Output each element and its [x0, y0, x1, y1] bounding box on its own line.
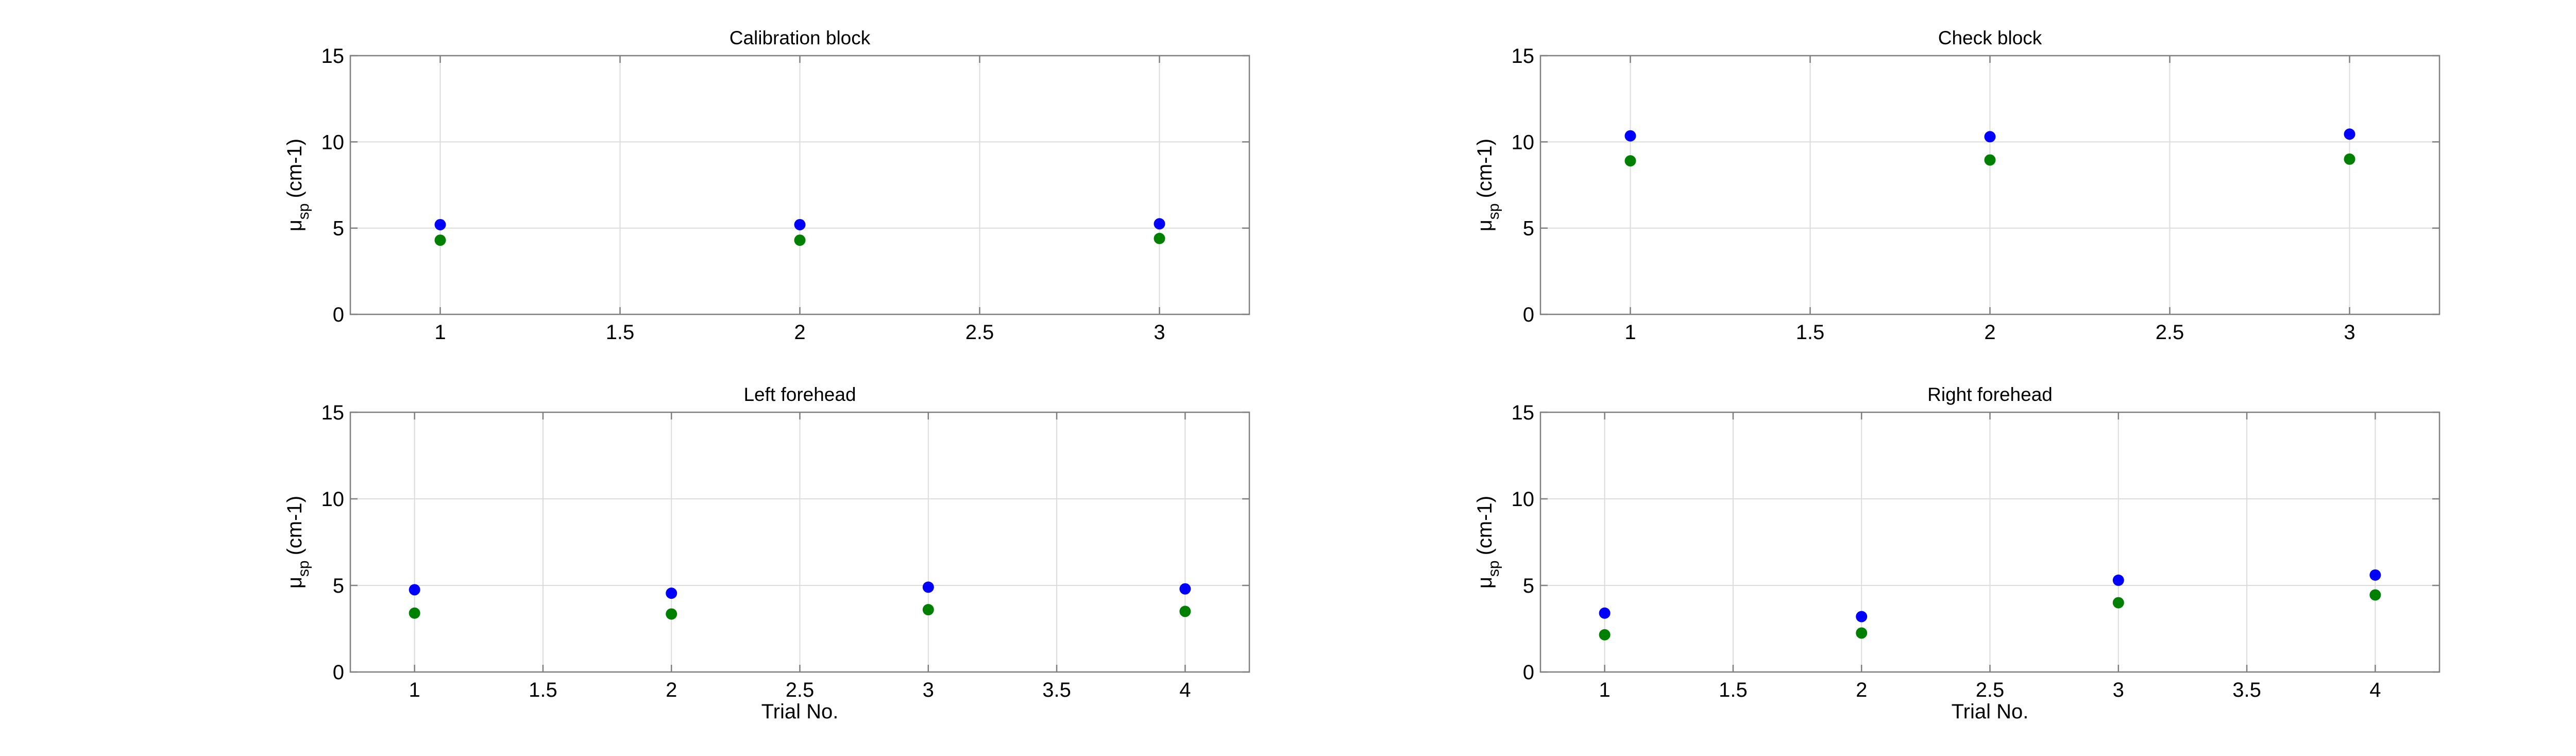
data-point-series-2 [2369, 589, 2381, 601]
x-tick-label: 3 [2344, 321, 2355, 344]
y-tick-label: 10 [321, 488, 345, 511]
y-tick-label: 5 [333, 217, 344, 240]
x-tick-label: 2.5 [965, 321, 994, 344]
data-point-series-2 [1624, 155, 1636, 167]
subplot-3: 1 1.5 2 2.5 3 3.5 4 0 5 10 15 Left forehead μsp (cm-1… [283, 384, 1250, 723]
y-tick-label: 15 [1512, 45, 1535, 68]
y-tick-label: 10 [1512, 131, 1535, 154]
subplot-2: 1 1.5 2 2.5 3 0 5 10 15 Check block μsp (cm-1) [1473, 27, 2441, 344]
x-tick-label: 2 [1984, 321, 1995, 344]
y-tick-label: 15 [321, 401, 345, 424]
x-tick-label: 3 [1154, 321, 1165, 344]
chart-title: Left forehead [743, 384, 856, 405]
x-tick-label: 2.5 [786, 679, 815, 701]
data-point-series-1 [409, 584, 420, 596]
y-axis-label-unit: (cm-1) [1473, 139, 1496, 198]
chart-title: Calibration block [730, 27, 871, 48]
data-point-series-2 [1154, 232, 1165, 244]
data-point-series-1 [1624, 130, 1636, 142]
data-point-series-2 [2112, 597, 2124, 609]
chart-title: Right forehead [1927, 384, 2053, 405]
x-tick-label: 4 [1179, 679, 1191, 701]
x-tick-label: 1 [1599, 679, 1611, 701]
y-axis-label-unit: (cm-1) [283, 496, 306, 556]
x-tick-label: 2 [794, 321, 805, 344]
subplot-1: 1 1.5 2 2.5 3 0 5 10 15 Calibration block μsp (cm-1… [283, 27, 1250, 344]
x-tick-label: 4 [2369, 679, 2381, 701]
data-point-series-2 [794, 234, 806, 246]
y-axis-label-subscript: sp [295, 560, 312, 577]
y-axis-label-unit: (cm-1) [1473, 496, 1496, 556]
x-tick-label: 1.5 [606, 321, 635, 344]
y-tick-label: 0 [1523, 304, 1534, 326]
x-tick-label: 1.5 [1719, 679, 1748, 701]
y-tick-label: 15 [321, 45, 345, 68]
y-axis-label-subscript: sp [295, 203, 312, 220]
y-tick-label: 15 [1512, 401, 1535, 424]
x-tick-label: 2.5 [2156, 321, 2184, 344]
y-axis-label: μsp (cm-1) [283, 496, 312, 589]
data-point-series-2 [1984, 154, 1996, 166]
y-tick-label: 5 [333, 575, 344, 597]
data-point-series-2 [409, 607, 420, 619]
y-tick-label: 0 [333, 304, 344, 326]
data-point-series-1 [1179, 583, 1191, 595]
y-axis-label-subscript: sp [1485, 560, 1502, 577]
y-axis-label-subscript: sp [1485, 203, 1502, 220]
subplot-4: 1 1.5 2 2.5 3 3.5 4 0 5 10 15 Right forehead μsp (cm-… [1473, 384, 2441, 723]
data-point-series-2 [1599, 629, 1611, 641]
x-tick-label: 1.5 [1796, 321, 1825, 344]
x-tick-label: 1.5 [529, 679, 557, 701]
data-point-series-2 [922, 604, 934, 616]
data-point-series-2 [2344, 153, 2355, 165]
y-axis-label-symbol: μ [283, 220, 306, 231]
data-point-series-1 [666, 587, 677, 599]
y-axis-label: μsp (cm-1) [1473, 496, 1502, 589]
chart-title: Check block [1938, 27, 2042, 48]
x-tick-label: 1 [434, 321, 446, 344]
data-point-series-1 [1984, 131, 1996, 143]
data-point-series-1 [922, 581, 934, 593]
data-point-series-1 [434, 219, 446, 230]
y-axis-label: μsp (cm-1) [1473, 139, 1502, 231]
y-axis-label-unit: (cm-1) [283, 139, 306, 198]
y-axis-label-symbol: μ [283, 577, 306, 589]
x-tick-label: 1 [409, 679, 420, 701]
y-tick-label: 10 [1512, 488, 1535, 511]
y-tick-label: 5 [1523, 217, 1534, 240]
data-point-series-1 [2369, 569, 2381, 581]
y-axis-label-symbol: μ [1473, 220, 1496, 231]
data-point-series-2 [666, 608, 677, 620]
data-point-series-1 [794, 219, 806, 230]
x-tick-label: 3 [923, 679, 934, 701]
x-axis-label: Trial No. [1952, 700, 2029, 723]
x-axis-label: Trial No. [761, 700, 839, 723]
data-point-series-2 [434, 234, 446, 246]
data-point-series-1 [1856, 611, 1868, 623]
y-tick-label: 0 [333, 661, 344, 684]
y-axis-label: μsp (cm-1) [283, 139, 312, 231]
data-point-series-2 [1856, 627, 1868, 639]
x-tick-label: 2 [1856, 679, 1867, 701]
x-tick-label: 3.5 [1042, 679, 1071, 701]
y-tick-label: 0 [1523, 661, 1534, 684]
data-point-series-2 [1179, 606, 1191, 617]
data-point-series-1 [1599, 607, 1611, 619]
x-tick-label: 3.5 [2232, 679, 2261, 701]
y-tick-label: 5 [1523, 575, 1534, 597]
data-point-series-1 [2112, 574, 2124, 586]
y-tick-label: 10 [321, 131, 345, 154]
x-tick-label: 3 [2113, 679, 2124, 701]
x-tick-label: 1 [1624, 321, 1636, 344]
data-point-series-1 [2344, 128, 2355, 140]
x-tick-label: 2 [666, 679, 677, 701]
y-axis-label-symbol: μ [1473, 577, 1496, 589]
x-tick-label: 2.5 [1976, 679, 2005, 701]
data-point-series-1 [1154, 218, 1165, 230]
